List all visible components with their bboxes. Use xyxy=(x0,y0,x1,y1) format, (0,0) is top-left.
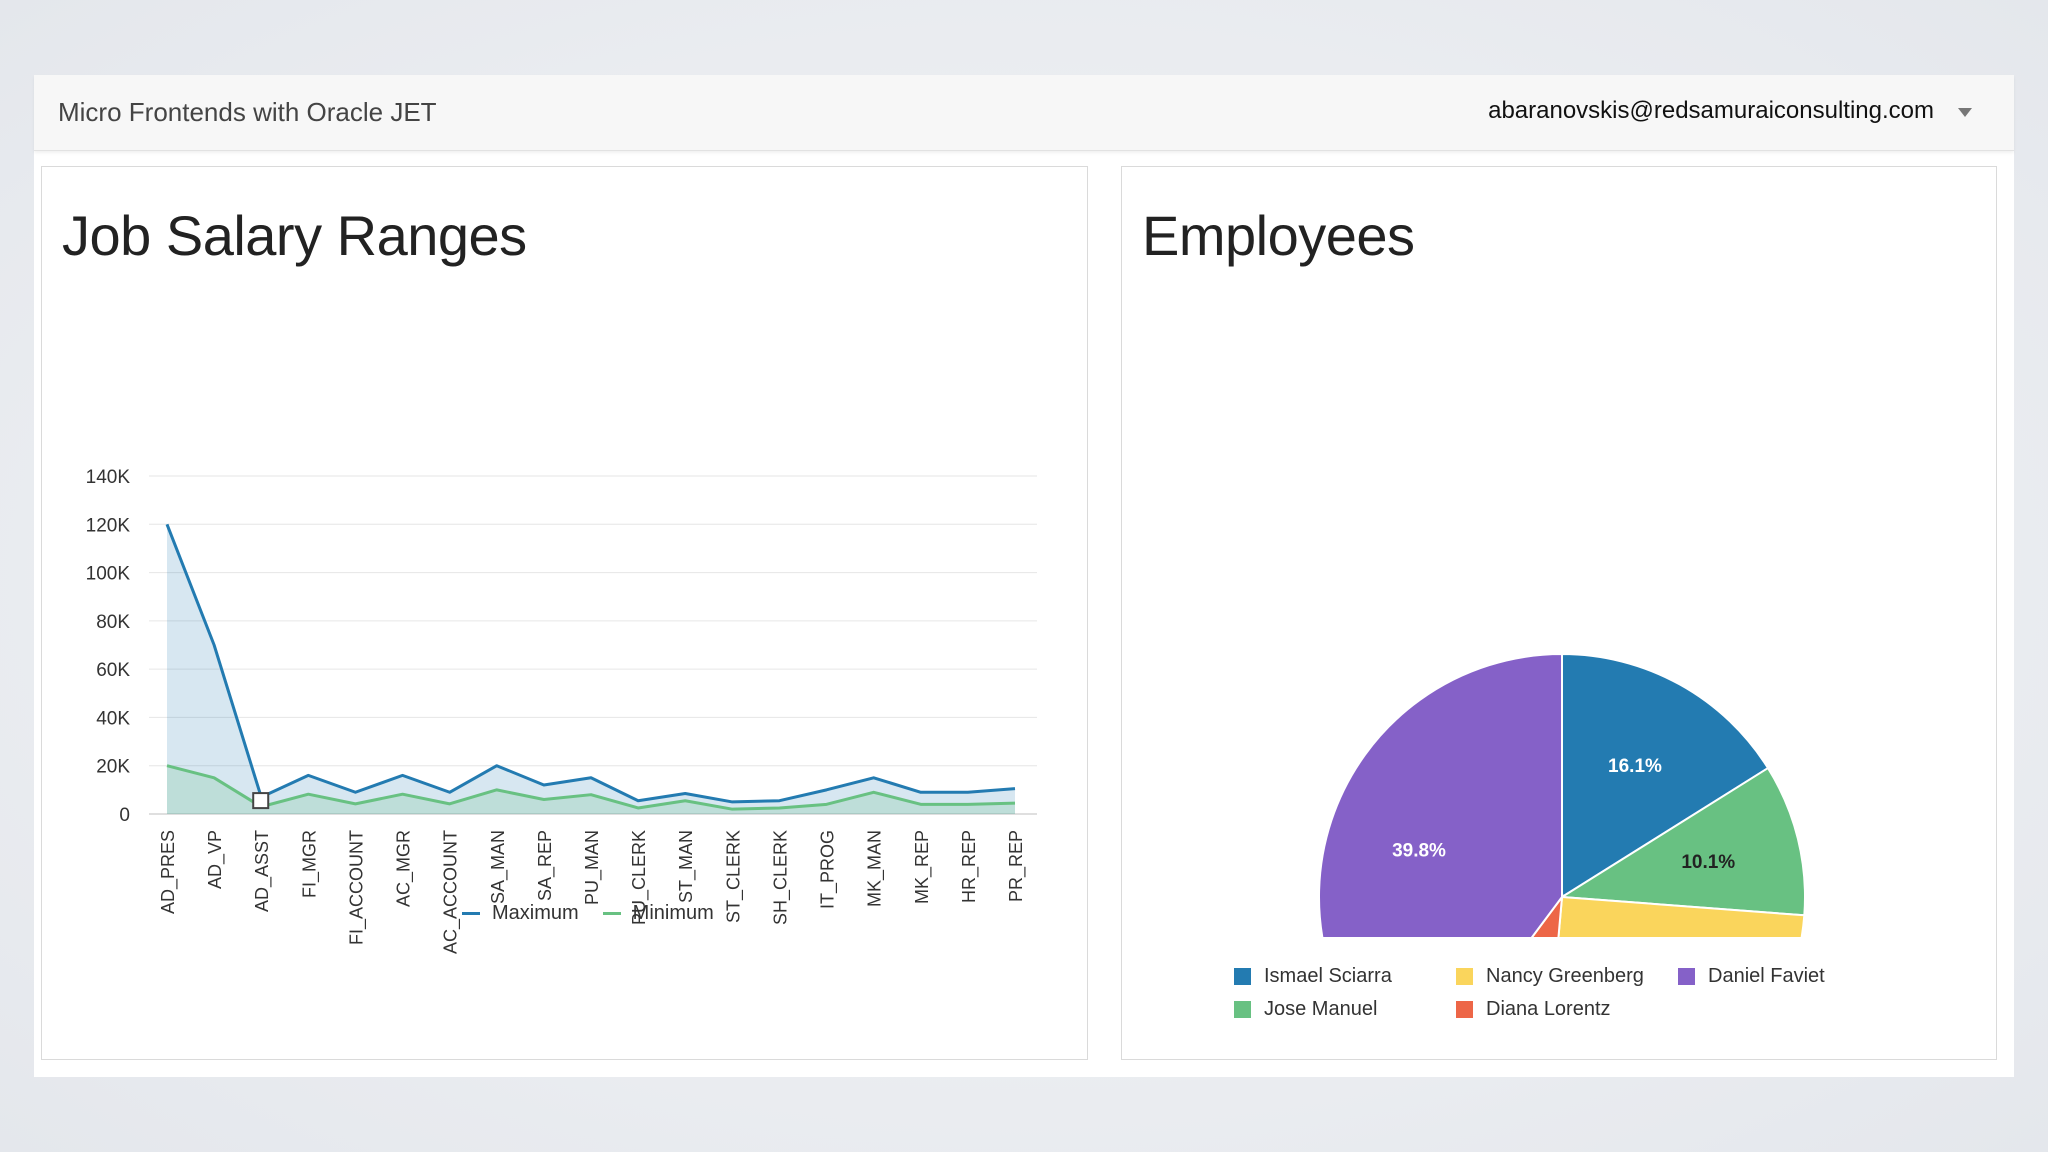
salary-legend: Maximum Minimum xyxy=(462,902,714,925)
app-header: Micro Frontends with Oracle JET abaranov… xyxy=(34,75,2014,151)
y-tick-label: 120K xyxy=(86,515,131,536)
y-tick-label: 40K xyxy=(96,708,130,729)
legend-item-diana-lorentz[interactable]: Diana Lorentz xyxy=(1456,998,1678,1021)
y-tick-label: 80K xyxy=(96,612,130,633)
x-tick-label-it-prog: IT_PROG xyxy=(818,830,839,909)
legend-item-minimum[interactable]: Minimum xyxy=(602,902,714,925)
x-tick-label-st-clerk: ST_CLERK xyxy=(723,830,744,923)
x-tick-label-sa-rep: SA_REP xyxy=(535,830,556,901)
pie-label-daniel-faviet: 39.8% xyxy=(1392,841,1446,862)
y-tick-label: 0 xyxy=(119,805,130,826)
x-tick-label-ac-account: AC_ACCOUNT xyxy=(441,830,462,954)
x-tick-label-pu-man: PU_MAN xyxy=(582,830,603,905)
user-email[interactable]: abaranovskis@redsamuraiconsulting.com xyxy=(1488,97,1934,124)
legend-swatch-daniel-faviet xyxy=(1678,968,1695,985)
legend-item-nancy-greenberg[interactable]: Nancy Greenberg xyxy=(1456,965,1678,988)
legend-label-nancy-greenberg: Nancy Greenberg xyxy=(1486,965,1644,987)
x-tick-label-pr-rep: PR_REP xyxy=(1006,830,1027,902)
legend-item-maximum[interactable]: Maximum xyxy=(462,902,579,925)
x-tick-label-st-man: ST_MAN xyxy=(676,830,697,903)
legend-label-maximum: Maximum xyxy=(492,902,579,924)
pie-slice-ismael-sciarra[interactable] xyxy=(1561,652,1770,899)
salary-panel: Job Salary Ranges 0 20K 40K 60K 80K 100K 120K 1… xyxy=(41,166,1088,1060)
x-tick-label-ad-pres: AD_PRES xyxy=(158,830,179,914)
employees-legend: Ismael Sciarra Nancy Greenberg Daniel Fa… xyxy=(1234,965,1874,1021)
x-tick-label-ad-asst: AD_ASST xyxy=(252,830,273,912)
legend-item-daniel-faviet[interactable]: Daniel Faviet xyxy=(1678,965,1878,988)
y-tick-label: 100K xyxy=(86,564,131,585)
legend-swatch-diana-lorentz xyxy=(1456,1001,1473,1018)
legend-label-jose-manuel: Jose Manuel xyxy=(1264,998,1378,1020)
legend-swatch-ismael-sciarra xyxy=(1234,968,1251,985)
pie-slice-jose-manuel[interactable] xyxy=(1558,766,1806,917)
employees-pie-chart[interactable]: 16.1%10.1%25.2%8.80%39.8% xyxy=(1122,337,1996,937)
legend-swatch-minimum xyxy=(602,912,621,915)
y-tick-label: 60K xyxy=(96,660,130,681)
pie-label-jose-manuel: 10.1% xyxy=(1681,852,1735,873)
legend-label-minimum: Minimum xyxy=(632,902,714,924)
legend-label-ismael-sciarra: Ismael Sciarra xyxy=(1264,965,1392,987)
y-tick-label: 140K xyxy=(86,467,131,488)
legend-swatch-maximum xyxy=(462,912,480,915)
employees-chart-title: Employees xyxy=(1142,204,1415,267)
series-line-maximum xyxy=(165,523,1016,804)
salary-line-chart[interactable]: 0 20K 40K 60K 80K 100K 120K 140K AD_PRES AD_VP AD_… xyxy=(42,357,1087,977)
x-tick-label-fi-mgr: FI_MGR xyxy=(299,830,320,898)
x-tick-label-ad-vp: AD_VP xyxy=(205,830,226,889)
x-tick-label-ac-mgr: AC_MGR xyxy=(394,830,415,907)
x-tick-label-sh-clerk: SH_CLERK xyxy=(770,830,791,925)
series-line-minimum xyxy=(166,764,1016,811)
app-title: Micro Frontends with Oracle JET xyxy=(58,97,437,127)
legend-label-daniel-faviet: Daniel Faviet xyxy=(1708,965,1825,987)
pie-slice-daniel-faviet[interactable] xyxy=(1318,652,1563,937)
user-menu[interactable]: abaranovskis@redsamuraiconsulting.com xyxy=(1488,97,1972,125)
series-area-maximum xyxy=(167,524,1015,814)
y-tick-label: 20K xyxy=(96,757,130,778)
pie-slice-nancy-greenberg[interactable] xyxy=(1541,895,1806,937)
series-area-minimum xyxy=(167,765,1015,814)
employees-panel: Employees 16.1%10.1%25.2%8.80%39.8% Isma… xyxy=(1121,166,1997,1060)
legend-swatch-nancy-greenberg xyxy=(1456,968,1473,985)
legend-item-ismael-sciarra[interactable]: Ismael Sciarra xyxy=(1234,965,1456,988)
x-tick-label-hr-rep: HR_REP xyxy=(959,830,980,903)
pie-label-ismael-sciarra: 16.1% xyxy=(1608,756,1662,777)
x-tick-label-sa-man: SA_MAN xyxy=(488,830,509,904)
data-point-marker[interactable] xyxy=(252,792,270,810)
app-window: Micro Frontends with Oracle JET abaranov… xyxy=(34,75,2014,1077)
x-tick-label-mk-man: MK_MAN xyxy=(865,830,886,907)
legend-item-jose-manuel[interactable]: Jose Manuel xyxy=(1234,998,1456,1021)
x-tick-label-fi-account: FI_ACCOUNT xyxy=(346,830,367,945)
x-tick-label-pu-clerk: PU_CLERK xyxy=(629,830,650,925)
legend-label-diana-lorentz: Diana Lorentz xyxy=(1486,998,1611,1020)
chevron-down-icon[interactable] xyxy=(1958,107,1972,117)
salary-chart-title: Job Salary Ranges xyxy=(62,204,527,267)
x-tick-label-mk-rep: MK_REP xyxy=(912,830,933,904)
legend-swatch-jose-manuel xyxy=(1234,1001,1251,1018)
